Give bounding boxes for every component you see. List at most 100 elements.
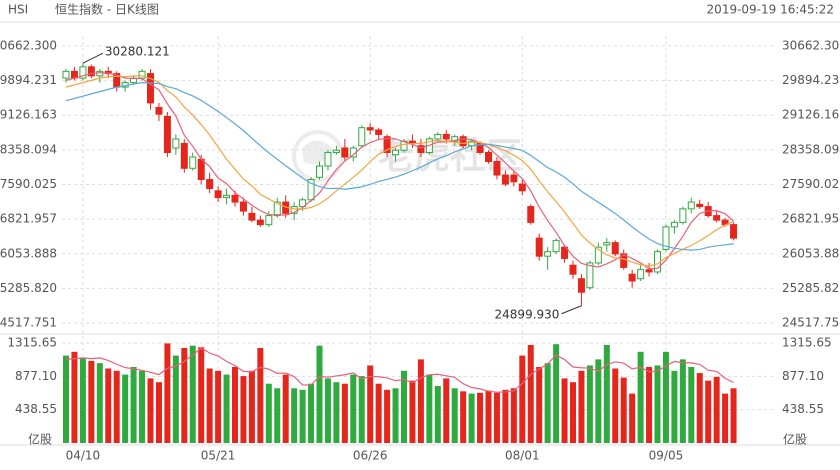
- volume-bar: [544, 363, 551, 443]
- y2-tick-label: 438.55: [15, 402, 57, 416]
- volume-bar: [713, 376, 720, 443]
- candle-body: [417, 145, 425, 153]
- volume-bar: [341, 383, 348, 443]
- candle-body: [501, 174, 509, 185]
- volume-bar: [172, 355, 179, 443]
- volume-bar: [620, 377, 627, 443]
- volume-bar: [308, 383, 315, 443]
- y2-tick-label: 1315.65: [7, 336, 57, 350]
- annotation-leader: [561, 305, 582, 315]
- volume-bar: [460, 391, 467, 443]
- volume-bar: [299, 389, 306, 443]
- candle-body: [239, 201, 247, 212]
- volume-bar: [232, 366, 238, 443]
- volume-bar: [443, 378, 450, 443]
- candle-body: [594, 246, 602, 264]
- volume-bar: [358, 376, 365, 443]
- candle-body: [265, 215, 273, 226]
- volume-bar: [434, 385, 441, 443]
- y-tick-label: 29126.163: [0, 108, 57, 122]
- candle-body: [206, 179, 214, 190]
- x-tick-label: 04/10: [66, 449, 101, 463]
- volume-bar: [646, 366, 653, 443]
- volume-bar: [274, 388, 281, 443]
- volume-bar: [181, 347, 188, 443]
- candle-body: [510, 174, 518, 183]
- candle-body: [485, 151, 492, 163]
- candle-body: [214, 190, 222, 199]
- candle-body: [375, 129, 383, 135]
- volume-bar: [392, 388, 399, 443]
- volume-bar: [71, 351, 78, 443]
- volume-bar: [510, 388, 517, 443]
- y2-tick-label: 1315.65: [782, 336, 832, 350]
- candle-body: [316, 165, 323, 178]
- timestamp: 2019-09-19 16:45:22: [707, 3, 834, 17]
- y-tick-label: 30662.300: [0, 39, 57, 53]
- candle-body: [248, 212, 256, 221]
- volume-bar: [223, 374, 230, 443]
- volume-bar: [88, 360, 95, 443]
- volume-bar: [375, 383, 382, 443]
- candle-body: [569, 264, 577, 275]
- volume-bar: [139, 370, 146, 443]
- y-tick-label: 29894.231: [782, 73, 840, 87]
- volume-bar: [468, 393, 475, 443]
- y2-tick-label: 877.10: [782, 369, 824, 383]
- volume-bar: [629, 393, 636, 443]
- volume-bar: [96, 363, 103, 443]
- volume-bar: [164, 343, 171, 443]
- candle-body: [586, 262, 594, 289]
- y-tick-label: 29894.231: [0, 73, 57, 87]
- y-tick-label: 25285.820: [0, 281, 57, 295]
- candle-body: [670, 221, 678, 228]
- volume-bar: [679, 359, 686, 443]
- candle-body: [79, 66, 87, 79]
- y-tick-label: 24517.751: [0, 316, 57, 330]
- volume-bar: [130, 366, 137, 443]
- volume-moving-average: [65, 347, 734, 393]
- candle-body: [561, 246, 569, 259]
- candle-body: [231, 194, 239, 203]
- candle-body: [341, 147, 349, 158]
- y-tick-label: 26821.957: [782, 212, 840, 226]
- volume-bar: [316, 345, 323, 443]
- candle-body: [163, 115, 171, 153]
- candle-body: [366, 127, 374, 131]
- candle-body: [332, 149, 340, 153]
- volume-bar: [688, 366, 695, 443]
- candle-body: [687, 201, 695, 210]
- candle-body: [189, 156, 197, 169]
- candle-body: [679, 208, 687, 223]
- candle-body: [299, 199, 307, 208]
- volume-bar: [324, 378, 331, 443]
- volume-bar: [477, 392, 484, 443]
- candle-body: [62, 70, 70, 79]
- candle-body: [273, 201, 281, 217]
- volume-bar: [536, 366, 543, 443]
- candle-body: [535, 237, 543, 257]
- x-tick-label: 06/26: [353, 449, 388, 463]
- candle-body: [290, 206, 298, 214]
- candle-body: [459, 136, 467, 147]
- volume-bar: [519, 355, 526, 443]
- volume-unit: 亿股: [28, 432, 52, 447]
- x-tick-label: 05/21: [201, 449, 236, 463]
- candle-body: [637, 269, 645, 280]
- moving-average: [65, 75, 734, 267]
- volume-bar: [155, 382, 162, 443]
- volume-bar: [671, 370, 678, 443]
- moving-average: [65, 72, 734, 270]
- y-tick-label: 26053.888: [782, 246, 840, 260]
- candle-body: [172, 138, 180, 149]
- y2-tick-label: 877.10: [15, 369, 57, 383]
- y-tick-label: 30662.300: [782, 39, 840, 53]
- volume-bar: [384, 389, 391, 443]
- volume-bar: [147, 378, 154, 443]
- candle-body: [696, 203, 704, 208]
- candle-body: [147, 73, 154, 104]
- candle-body: [577, 278, 585, 293]
- candle-body: [383, 136, 391, 153]
- volume-bar: [282, 374, 289, 443]
- volume-bar: [696, 373, 703, 443]
